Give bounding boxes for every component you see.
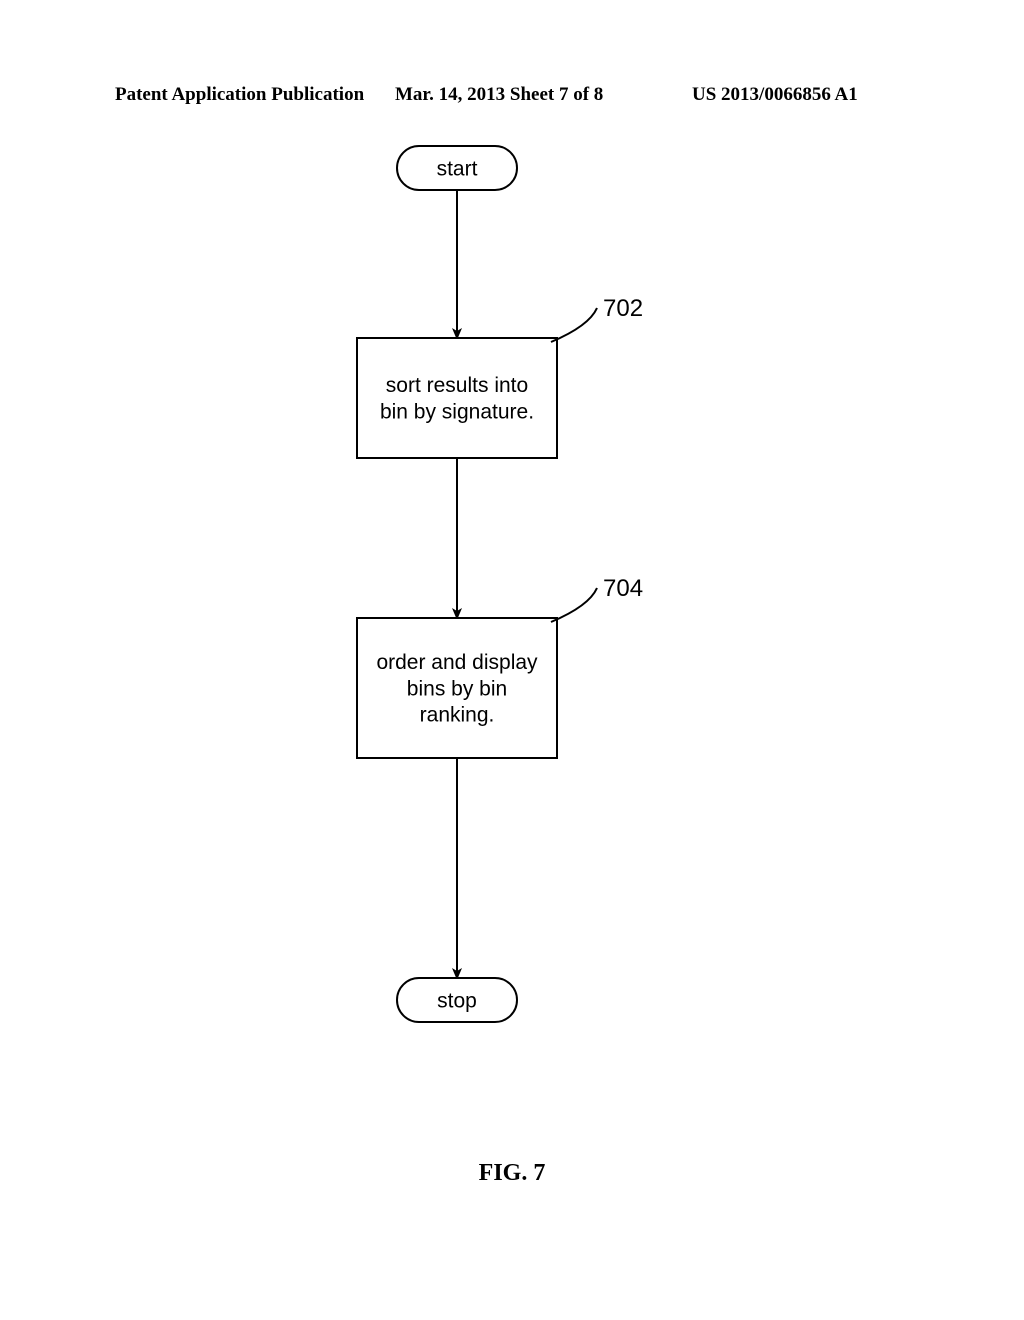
ref-number-702: 702: [603, 295, 643, 322]
node-stop: stop: [397, 978, 517, 1022]
node-step2-label-line-0: order and display: [376, 651, 538, 674]
node-step1-label-line-0: sort results into: [386, 374, 528, 397]
flowchart: start sort results into bin by signature. o…: [0, 0, 1024, 1320]
node-step2-label-line-1: bins by bin: [407, 677, 507, 700]
node-start: start: [397, 146, 517, 190]
node-start-label-line-0: start: [437, 157, 478, 180]
node-step2: order and display bins by bin ranking.: [357, 618, 557, 758]
node-step1: sort results into bin by signature.: [357, 338, 557, 458]
ref-leader-702: [551, 308, 597, 342]
node-step2-label-line-2: ranking.: [420, 704, 495, 727]
node-stop-label-line-0: stop: [437, 989, 477, 1012]
figure-label: FIG. 7: [0, 1160, 1024, 1187]
page: Patent Application Publication Mar. 14, …: [0, 0, 1024, 1320]
node-step1-label-line-1: bin by signature.: [380, 400, 534, 423]
flowchart-refs: 702 704: [551, 295, 643, 622]
ref-leader-704: [551, 588, 597, 622]
ref-number-704: 704: [603, 575, 643, 602]
